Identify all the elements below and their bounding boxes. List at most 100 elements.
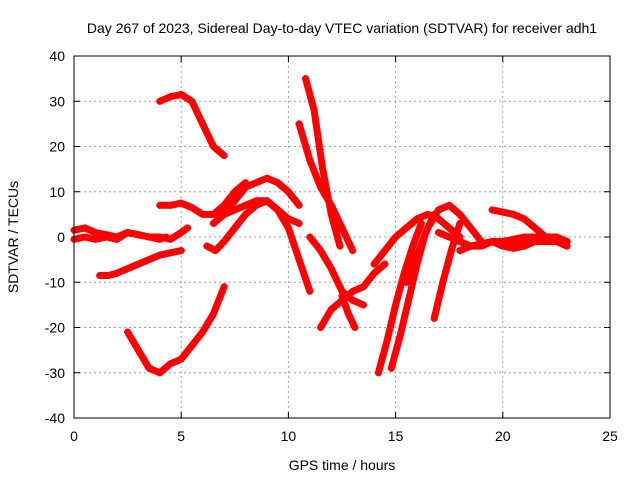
data-point: [184, 224, 192, 232]
data-point: [349, 247, 357, 255]
data-point: [295, 201, 303, 209]
data-point: [531, 224, 539, 232]
data-point: [156, 251, 164, 259]
series-track-03: [96, 247, 185, 279]
data-point: [177, 199, 185, 207]
data-point: [242, 201, 250, 209]
data-point: [295, 120, 303, 128]
series-track-23: [499, 233, 571, 252]
data-point: [424, 210, 432, 218]
data-point: [177, 355, 185, 363]
data-point: [209, 143, 217, 150]
data-point: [145, 256, 153, 264]
data-point: [306, 287, 314, 295]
data-point: [113, 269, 121, 277]
data-point: [124, 265, 132, 273]
data-point: [113, 235, 121, 243]
x-tick-label: 15: [388, 428, 404, 444]
data-point: [306, 233, 314, 241]
data-point: [220, 283, 228, 291]
data-point: [209, 210, 217, 218]
data-point: [467, 242, 475, 250]
y-tick-label: 10: [49, 184, 65, 200]
data-point: [166, 93, 174, 101]
data-point: [166, 249, 174, 257]
data-point: [203, 242, 211, 250]
data-point: [199, 120, 207, 128]
data-point: [166, 360, 174, 368]
data-point: [188, 342, 196, 350]
data-point: [439, 278, 447, 286]
series-track-09: [220, 197, 314, 295]
y-tick-label: -20: [45, 320, 65, 336]
x-tick-label: 10: [281, 428, 297, 444]
data-point: [344, 310, 352, 318]
data-point: [156, 369, 164, 377]
data-point: [104, 271, 112, 279]
data-point: [381, 247, 389, 255]
y-tick-label: 40: [49, 48, 65, 64]
series-track-06: [156, 179, 250, 218]
data-point: [456, 210, 464, 218]
data-point: [445, 233, 453, 241]
data-point: [563, 238, 571, 246]
data-point: [188, 97, 196, 105]
data-point: [284, 188, 292, 196]
x-tick-label: 25: [602, 428, 618, 444]
y-tick-label: -10: [45, 274, 65, 290]
data-point: [370, 269, 378, 277]
data-point: [520, 242, 528, 250]
data-point: [263, 197, 271, 205]
data-point: [91, 228, 99, 236]
series-line: [402, 201, 485, 286]
data-point: [220, 210, 228, 218]
data-point: [274, 179, 282, 187]
data-point: [81, 233, 89, 241]
data-point: [392, 301, 400, 309]
data-point: [542, 233, 550, 241]
data-point: [359, 283, 367, 291]
data-point: [477, 240, 485, 248]
x-tick-label: 20: [495, 428, 511, 444]
data-point: [166, 235, 174, 243]
data-point: [424, 224, 432, 232]
data-point: [552, 233, 560, 241]
data-point: [381, 260, 389, 268]
data-point: [81, 224, 89, 232]
data-point: [274, 206, 282, 214]
series-line: [374, 219, 425, 377]
data-point: [531, 238, 539, 246]
y-tick-label: -40: [45, 410, 65, 426]
data-point: [445, 224, 453, 232]
series-line: [124, 283, 228, 377]
data-point: [177, 90, 185, 98]
data-point: [383, 337, 391, 345]
data-point: [488, 206, 496, 214]
data-point: [510, 210, 518, 218]
data-point: [306, 156, 314, 164]
data-layer: [70, 75, 571, 377]
data-point: [413, 251, 421, 259]
data-point: [209, 219, 217, 227]
data-point: [520, 233, 528, 241]
data-point: [499, 242, 507, 250]
data-point: [231, 188, 239, 196]
data-point: [220, 201, 228, 209]
data-point: [413, 215, 421, 223]
data-point: [91, 235, 99, 243]
data-point: [456, 219, 464, 227]
data-point: [319, 165, 327, 173]
y-tick-label: -30: [45, 365, 65, 381]
data-point: [402, 278, 410, 286]
data-point: [220, 238, 228, 246]
data-point: [456, 247, 464, 255]
series-track-15: [370, 210, 464, 268]
data-point: [359, 301, 367, 309]
data-point: [156, 233, 164, 241]
data-point: [231, 224, 239, 232]
series-track-18: [402, 201, 485, 286]
data-point: [467, 224, 475, 232]
data-point: [188, 204, 196, 212]
series-track-13: [317, 260, 389, 331]
